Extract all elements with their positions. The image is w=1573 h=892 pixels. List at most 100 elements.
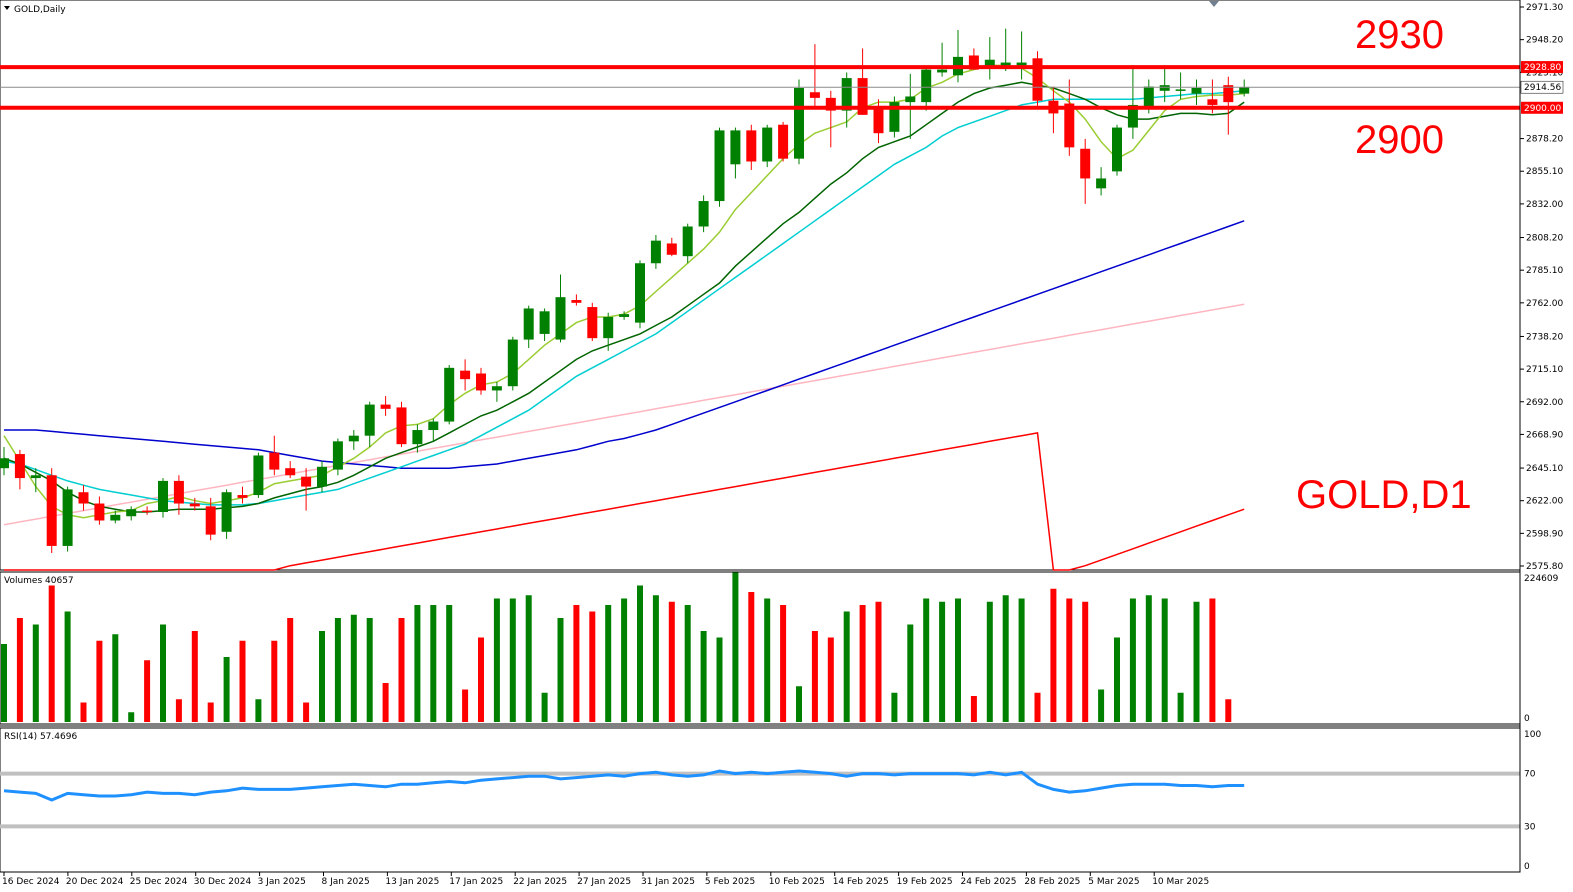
candle-body [46,475,57,546]
candle-body [14,454,25,479]
volume-bar [509,598,516,722]
candle-body [110,514,121,521]
volume-title: Volumes 40657 [4,576,74,586]
candle-body [635,263,645,323]
rsi-panel[interactable] [0,727,1521,873]
price-panel[interactable] [0,0,1521,571]
time-tick-label: 8 Jan 2025 [322,877,370,887]
volume-bar [319,630,325,722]
candle-body [746,130,757,162]
rsi-title: RSI(14) 57.4696 [4,732,77,742]
panel-separator[interactable] [0,724,1520,728]
volume-bar [64,611,71,722]
candle-body [666,243,677,255]
candle-body [189,503,200,507]
time-tick-label: 5 Feb 2025 [705,877,755,887]
candle-body [619,314,630,317]
candle-body [778,124,789,159]
candle-body [905,96,916,103]
price-tick-label: 2878.20 [1526,135,1563,145]
shift-marker-icon[interactable] [1209,1,1219,7]
time-tick-label: 28 Feb 2025 [1024,877,1080,887]
candle-body [1127,104,1138,128]
rsi-line [3,769,1245,802]
candle-body [332,441,343,470]
volume-bar [414,604,421,722]
candle-body [825,97,836,111]
volume-bar [366,617,373,722]
price-tick-label: 2622.00 [1526,497,1563,507]
volume-bar [525,595,532,722]
volume-panel[interactable] [0,571,1521,725]
time-tick-label: 5 Mar 2025 [1088,877,1139,887]
price-tick-label: 2645.10 [1526,464,1563,474]
candle-body [523,308,534,340]
volume-bar [303,702,310,722]
time-tick-label: 24 Feb 2025 [961,877,1017,887]
candle-body [1207,99,1218,105]
volume-bar [986,601,993,722]
volume-bar [478,637,484,722]
volume-bar [48,585,55,722]
volume-bar [493,598,500,722]
candle-body [1064,103,1075,148]
time-tick-label: 10 Mar 2025 [1152,877,1209,887]
volume-bar [446,604,453,722]
volume-bar [160,624,166,722]
level-price-tag [1521,101,1563,114]
candle-body [1191,87,1202,94]
volume-bar [1177,692,1184,722]
dropdown-arrow-icon[interactable] [4,6,10,10]
candle-body [142,510,153,513]
price-tick-label: 2598.90 [1526,529,1563,539]
candle-body [62,489,73,546]
candle-body [1175,89,1186,91]
current-price-label: 2914.56 [1524,83,1561,93]
candle-body [317,466,327,487]
candle-body [285,468,296,476]
level-price-label: 2900.00 [1524,104,1561,114]
candle-body [1096,178,1107,189]
symbol-title: GOLD,Daily [14,5,66,15]
candle-body [968,55,979,70]
candle-body [539,311,550,334]
candle-body [507,339,518,387]
volume-bar [796,686,802,722]
volume-bar [1018,598,1025,722]
candle-body [94,503,105,521]
volume-bar [1225,699,1232,722]
volume-bar [557,617,564,722]
candle-body [937,69,948,73]
price-tick-label: 2925.10 [1526,68,1563,78]
volume-bar [96,640,103,722]
candle-body [221,492,232,532]
volume-bar [271,640,278,722]
volume-bar [652,595,659,722]
candle-body [1080,148,1091,179]
volume-bar [175,699,182,722]
price-tick-label: 2668.90 [1526,430,1563,440]
volume-bar [80,702,87,722]
price-tick-label: 2832.00 [1526,200,1563,210]
candle-body [762,127,773,162]
volume-bar [1034,692,1041,722]
candle-body [1000,62,1011,66]
volume-bar [955,598,961,722]
price-tick-label: 2575.80 [1526,562,1563,572]
candle-body [237,495,248,498]
ma-pink-line [3,303,1245,526]
candle-body [1112,127,1122,172]
price-tick-label: 2855.10 [1526,167,1563,177]
volume-bar [875,601,882,722]
volume-bar [811,630,818,722]
candle-body [380,404,391,409]
candle-body [78,492,89,504]
candle-body [301,476,312,487]
volume-bar [32,624,39,722]
candle-body [650,240,661,264]
volume-bar [827,637,834,722]
candle-body [1239,87,1250,94]
time-tick-label: 31 Jan 2025 [641,877,695,887]
price-tick-label: 2948.20 [1526,36,1563,46]
